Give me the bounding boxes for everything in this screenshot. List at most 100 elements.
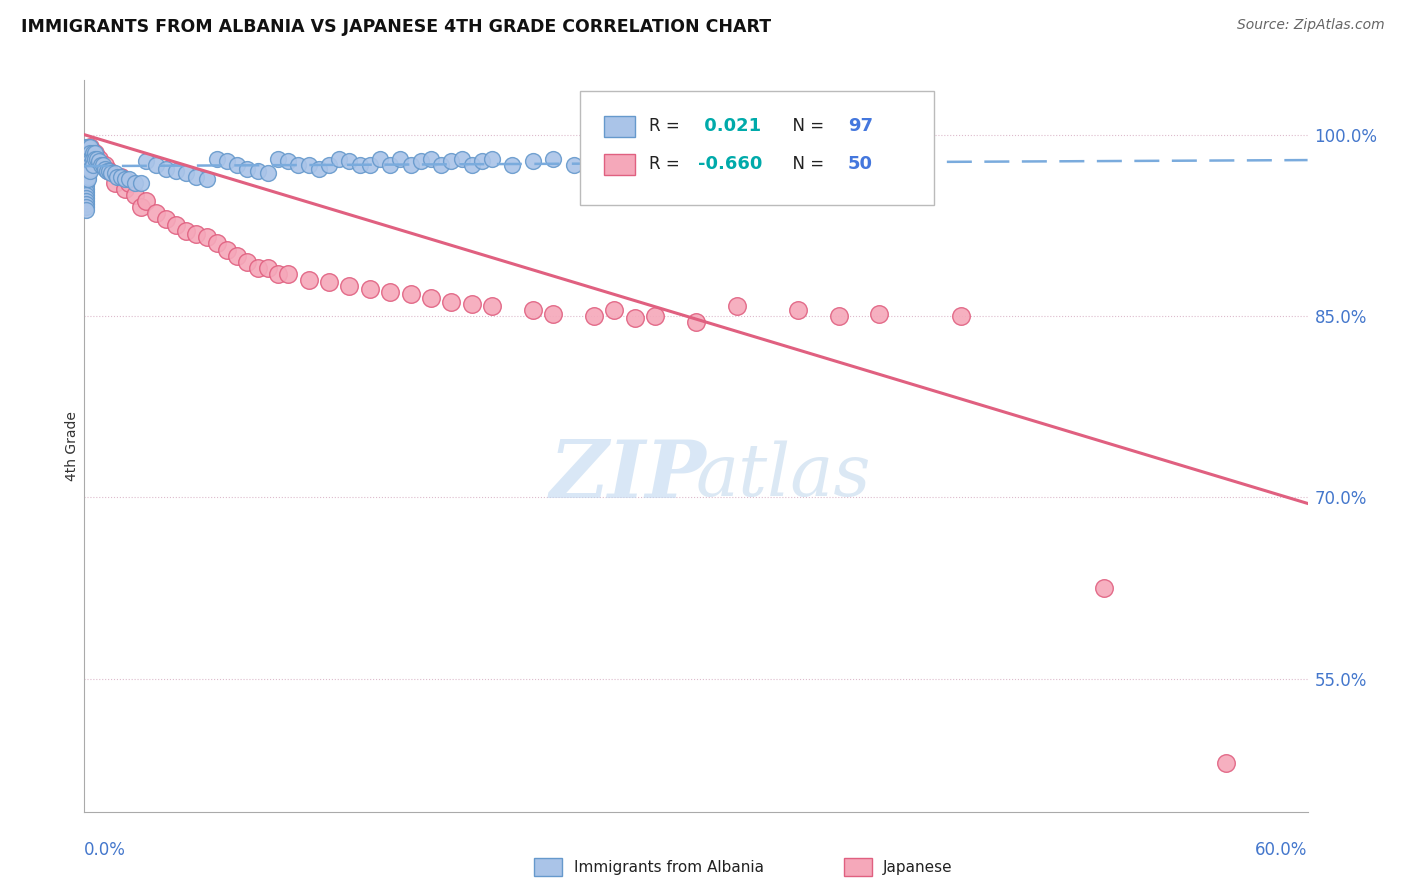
Point	[226, 249, 249, 263]
Point	[93, 158, 117, 172]
Point	[828, 309, 851, 323]
Point	[131, 200, 153, 214]
Point	[83, 152, 105, 166]
Point	[124, 188, 146, 202]
Point	[100, 166, 122, 180]
Text: 0.0%: 0.0%	[84, 841, 127, 859]
Point	[165, 219, 187, 233]
Point	[1092, 581, 1115, 595]
Point	[205, 152, 228, 166]
Point	[195, 230, 218, 244]
Point	[246, 164, 269, 178]
Point	[79, 140, 101, 154]
Point	[77, 140, 100, 154]
Point	[118, 176, 141, 190]
Point	[77, 172, 100, 186]
Point	[481, 299, 503, 313]
Point	[75, 169, 97, 184]
Text: -0.660: -0.660	[699, 155, 763, 173]
Point	[79, 158, 101, 172]
Point	[77, 145, 100, 160]
Text: ZIP: ZIP	[550, 436, 706, 514]
Point	[79, 140, 101, 154]
Point	[114, 172, 136, 186]
Point	[77, 152, 100, 166]
Point	[359, 158, 381, 172]
Text: 50: 50	[848, 155, 873, 173]
Point	[131, 176, 153, 190]
Point	[562, 158, 585, 172]
Point	[79, 145, 101, 160]
Point	[104, 176, 127, 190]
Point	[96, 164, 118, 178]
Point	[328, 152, 350, 166]
Point	[277, 267, 299, 281]
Point	[217, 243, 239, 257]
Point	[195, 172, 218, 186]
Bar	[605, 116, 636, 136]
Bar	[605, 154, 636, 175]
Point	[77, 169, 100, 184]
Point	[79, 161, 101, 176]
Point	[420, 291, 443, 305]
Point	[298, 273, 321, 287]
Point	[380, 285, 402, 299]
Point	[644, 309, 666, 323]
Point	[75, 188, 97, 202]
Point	[110, 169, 132, 184]
Point	[287, 158, 309, 172]
Point	[87, 154, 110, 169]
Point	[75, 154, 97, 169]
Point	[481, 152, 503, 166]
Point	[502, 158, 524, 172]
Point	[104, 166, 127, 180]
Point	[86, 152, 108, 166]
Point	[543, 307, 565, 321]
Point	[82, 145, 104, 160]
Point	[430, 158, 453, 172]
Point	[77, 164, 100, 178]
Point	[399, 158, 422, 172]
Point	[77, 161, 100, 176]
Point	[869, 307, 891, 321]
Point	[75, 140, 97, 154]
Point	[685, 315, 707, 329]
Point	[79, 164, 101, 178]
Point	[389, 152, 412, 166]
Point	[624, 311, 647, 326]
Point	[461, 297, 484, 311]
Point	[75, 185, 97, 199]
Point	[75, 164, 97, 178]
Point	[75, 194, 97, 209]
Point	[267, 267, 290, 281]
Point	[349, 158, 371, 172]
Point	[75, 182, 97, 196]
Point	[368, 152, 391, 166]
Text: 0.021: 0.021	[699, 118, 762, 136]
Point	[217, 154, 239, 169]
Point	[1215, 756, 1237, 771]
Point	[420, 152, 443, 166]
Point	[267, 152, 290, 166]
Point	[257, 166, 280, 180]
Point	[583, 309, 606, 323]
Point	[205, 236, 228, 251]
Point	[75, 158, 97, 172]
Point	[75, 196, 97, 211]
Text: Source: ZipAtlas.com: Source: ZipAtlas.com	[1237, 18, 1385, 32]
Point	[277, 154, 299, 169]
Text: atlas: atlas	[696, 440, 872, 510]
Point	[93, 161, 117, 176]
Text: R =: R =	[650, 118, 686, 136]
Point	[83, 145, 105, 160]
Point	[461, 158, 484, 172]
Point	[409, 154, 432, 169]
Point	[318, 158, 340, 172]
Point	[522, 154, 544, 169]
Point	[145, 206, 167, 220]
Point	[87, 152, 110, 166]
Point	[114, 182, 136, 196]
Point	[118, 172, 141, 186]
Point	[77, 158, 100, 172]
Point	[75, 152, 97, 166]
